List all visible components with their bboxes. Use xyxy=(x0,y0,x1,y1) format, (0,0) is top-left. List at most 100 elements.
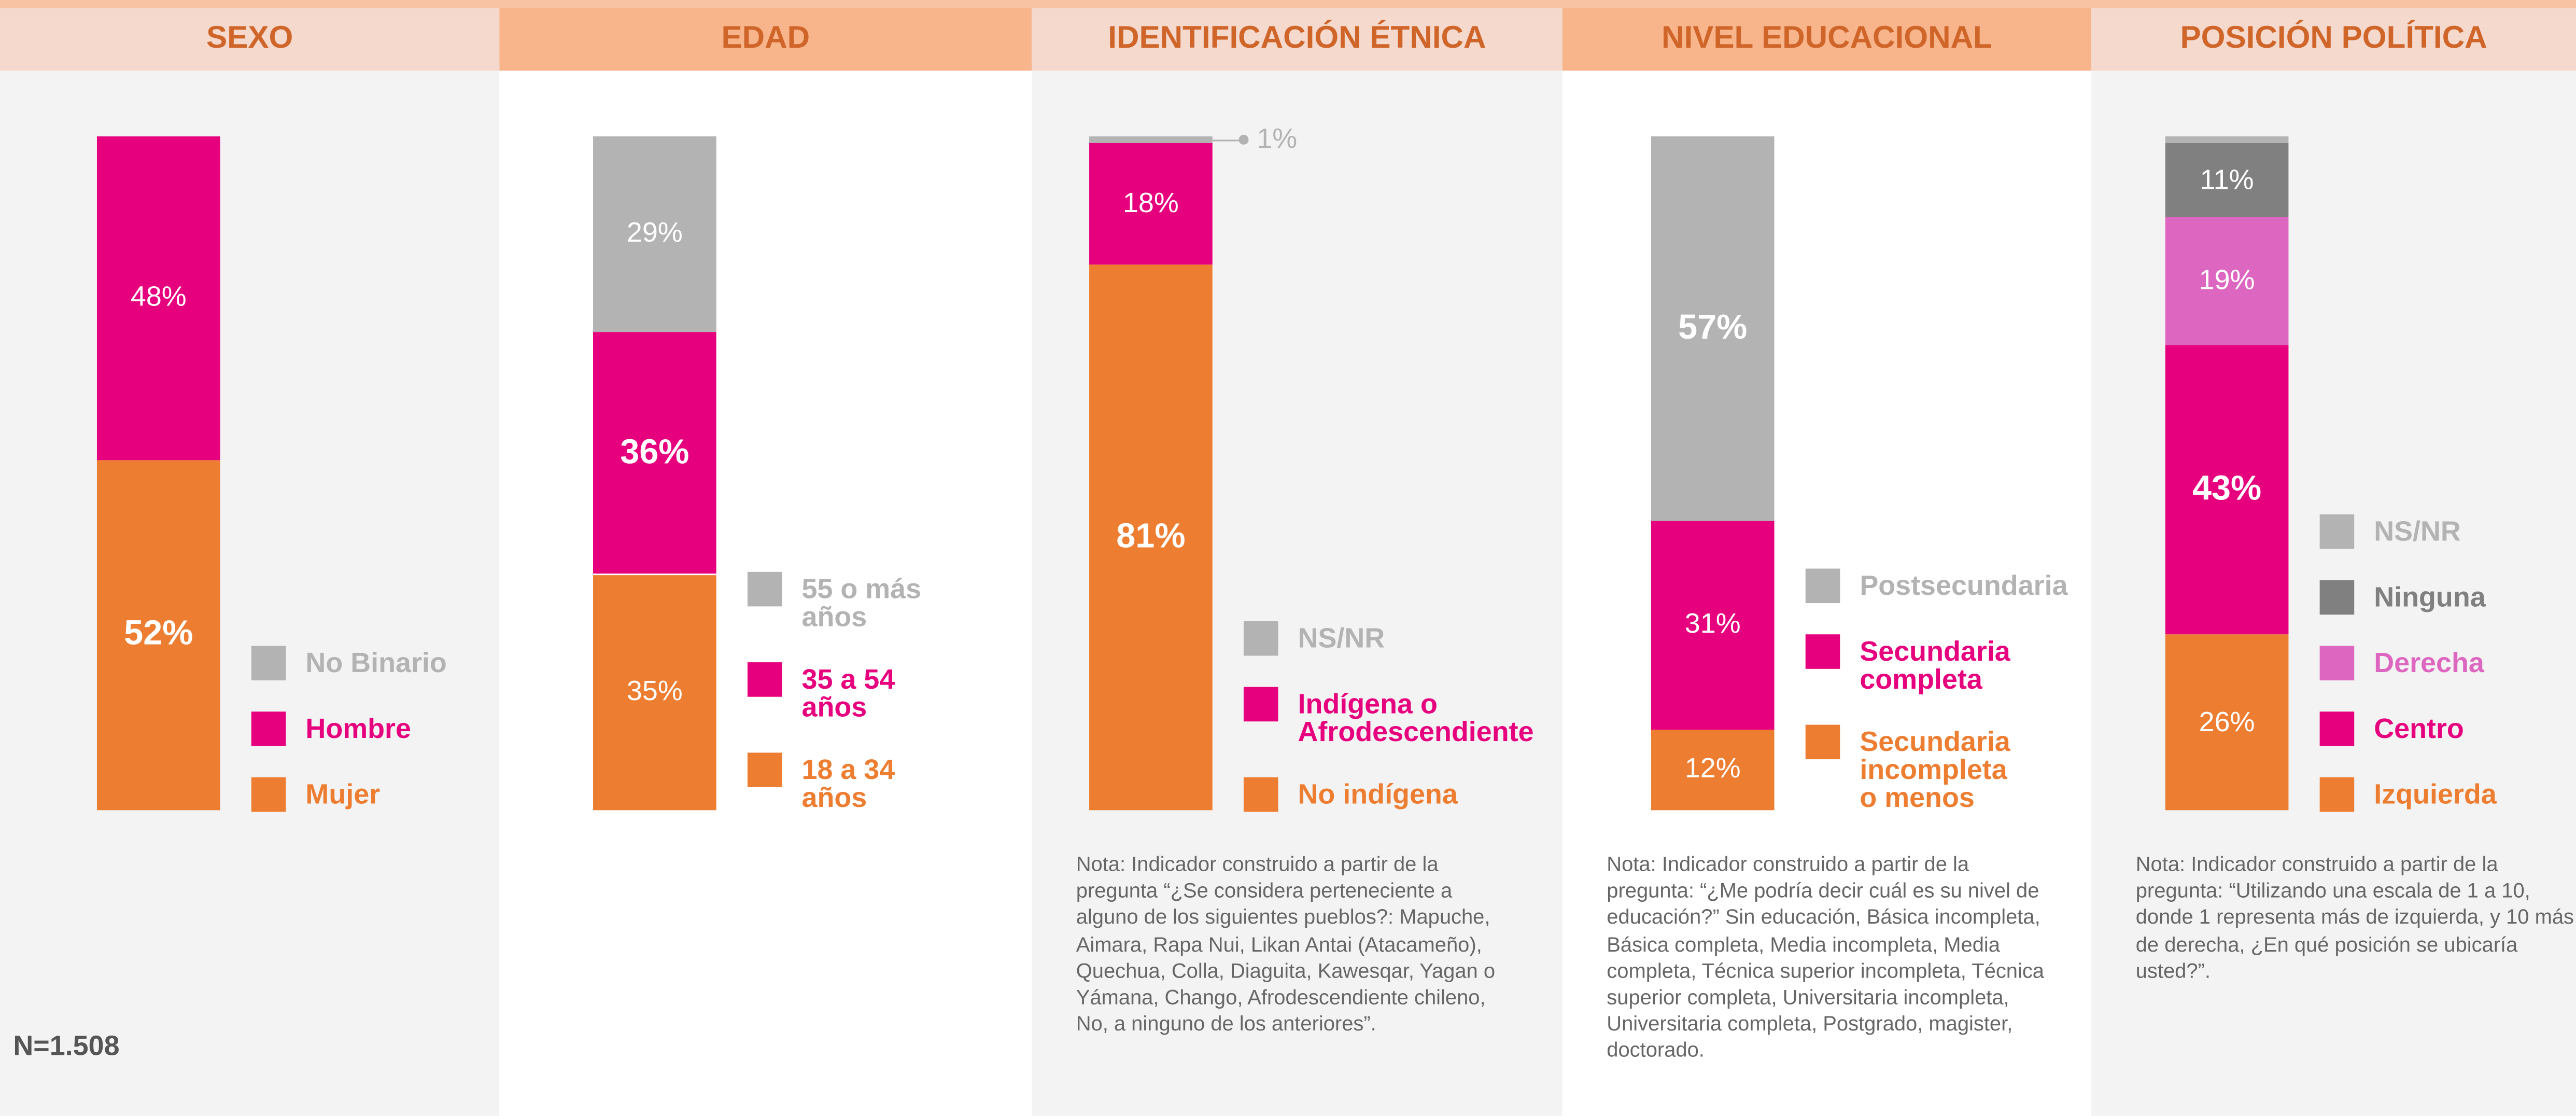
legend-item: Mujer xyxy=(251,777,447,812)
value-label: 48% xyxy=(130,282,187,313)
bar-segment xyxy=(2165,635,2289,811)
top-strip xyxy=(0,0,2576,8)
legend-label: No indígena xyxy=(1298,779,1458,811)
legend-swatch xyxy=(1243,777,1278,812)
legend-swatch xyxy=(2319,514,2355,549)
legend-swatch xyxy=(1243,621,1278,656)
legend-item: Ninguna xyxy=(2319,580,2497,615)
bar-segment xyxy=(96,459,220,811)
value-label: 19% xyxy=(2199,264,2255,296)
value-label: 11% xyxy=(2200,163,2254,195)
leader-dot xyxy=(1238,135,1249,145)
legend-label: Secundaria completa xyxy=(1860,636,2010,695)
legend-label: NS/NR xyxy=(2374,516,2461,548)
value-label: 35% xyxy=(626,676,683,707)
legend-swatch xyxy=(1805,634,1840,669)
legend-swatch xyxy=(1805,724,1840,760)
legend-label: Izquierda xyxy=(2374,779,2497,811)
legend-item: No Binario xyxy=(251,646,447,680)
value-label: 1% xyxy=(1257,123,1298,155)
bar-segment xyxy=(1651,729,1775,811)
bar-segment xyxy=(96,136,220,460)
legend-item: Hombre xyxy=(251,712,447,746)
value-label: 18% xyxy=(1122,187,1179,219)
legend-item: Secundaria incompleta o menos xyxy=(1805,724,2024,814)
legend: Postsecundaria Secundaria completa Secunda… xyxy=(1805,568,2068,814)
value-label: 57% xyxy=(1678,309,1748,347)
legend-label: Derecha xyxy=(2374,647,2484,679)
bar-segment xyxy=(1651,136,1775,521)
legend: NS/NR Indígena o Afrodescendiente No indíg… xyxy=(1243,621,1534,812)
bar-segment xyxy=(1089,136,1213,144)
legend-label: Secundaria incompleta o menos xyxy=(1860,726,2010,814)
legend-label: Hombre xyxy=(305,713,411,745)
legend-swatch xyxy=(251,712,286,746)
legend-item: Postsecundaria xyxy=(1805,568,2068,604)
bar-segment xyxy=(1089,264,1213,811)
value-label: 26% xyxy=(2199,706,2255,737)
legend-swatch xyxy=(747,752,782,787)
legend-item: 35 a 54 años xyxy=(747,662,966,723)
bar-segment xyxy=(593,136,716,332)
legend-swatch xyxy=(747,571,782,607)
legend-swatch xyxy=(251,777,286,812)
legend: No Binario Hombre Mujer xyxy=(251,646,447,812)
legend-label: 35 a 54 años xyxy=(801,664,895,723)
value-label: 29% xyxy=(626,217,683,249)
legend-swatch xyxy=(2319,580,2355,615)
legend: NS/NR Ninguna Derecha Centro Izquierda xyxy=(2319,514,2497,812)
section-header: EDAD xyxy=(499,8,1032,71)
section-header: POSICIÓN POLÍTICA xyxy=(2091,8,2576,71)
legend-swatch xyxy=(747,662,782,697)
bar-segment xyxy=(1089,143,1213,264)
legend-item: 18 a 34 años xyxy=(747,752,966,814)
legend-label: Indígena o Afrodescendiente xyxy=(1298,688,1534,748)
value-label: 31% xyxy=(1684,608,1741,640)
section-header: NIVEL EDUCACIONAL xyxy=(1562,8,2092,71)
bar-segment xyxy=(593,574,716,811)
value-label: 43% xyxy=(2192,470,2262,509)
legend-item: Derecha xyxy=(2319,646,2497,680)
leader-line xyxy=(1212,138,1242,141)
bar-segment xyxy=(2165,345,2289,635)
legend-swatch xyxy=(2319,777,2355,812)
legend-label: No Binario xyxy=(305,647,447,679)
legend-item: Secundaria completa xyxy=(1805,634,2024,695)
legend-swatch xyxy=(1243,687,1278,722)
bar-segment xyxy=(1651,520,1775,730)
value-label: 52% xyxy=(124,615,193,653)
legend-label: Mujer xyxy=(305,779,381,811)
legend-label: 55 o más años xyxy=(801,573,922,633)
value-label: 12% xyxy=(1684,753,1741,785)
legend-swatch xyxy=(2319,712,2355,746)
legend-label: 18 a 34 años xyxy=(801,754,895,814)
legend-item: Izquierda xyxy=(2319,777,2497,812)
column xyxy=(0,0,500,1116)
note: Nota: Indicador construido a partir de l… xyxy=(1076,853,1496,1036)
value-label: 36% xyxy=(620,433,689,471)
legend-swatch xyxy=(251,646,286,680)
legend-swatch xyxy=(2319,646,2355,680)
legend-item: No indígena xyxy=(1243,777,1462,812)
legend-label: Centro xyxy=(2374,713,2464,745)
value-label: 81% xyxy=(1116,518,1186,555)
section-header: IDENTIFICACIÓN ÉTNICA xyxy=(1032,8,1563,71)
bar-segment xyxy=(2165,217,2289,345)
legend-item: Indígena o Afrodescendiente xyxy=(1243,687,1534,748)
bar-segment xyxy=(593,331,716,575)
legend-item: 55 o más años xyxy=(747,571,966,633)
note: Nota: Indicador construido a partir de l… xyxy=(1607,853,2044,1063)
legend-label: Ninguna xyxy=(2374,581,2486,613)
legend-item: Centro xyxy=(2319,712,2497,746)
legend-swatch xyxy=(1805,568,1840,604)
section-header: SEXO xyxy=(0,8,500,71)
legend-item: NS/NR xyxy=(2319,514,2497,549)
legend-label: Postsecundaria xyxy=(1860,570,2068,602)
bar-segment xyxy=(2165,143,2289,217)
column xyxy=(499,0,1032,1116)
sample-size: N=1.508 xyxy=(13,1030,120,1062)
note: Nota: Indicador construido a partir de l… xyxy=(2135,853,2574,983)
bar-segment xyxy=(2165,136,2289,144)
